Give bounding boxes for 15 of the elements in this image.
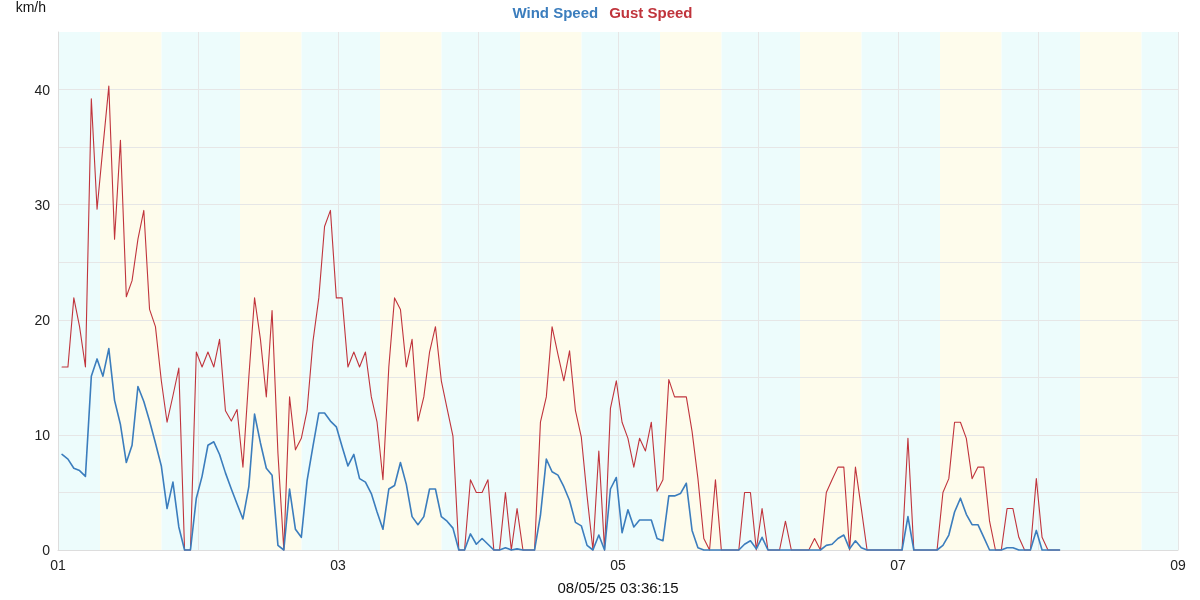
line-series [61, 347, 1061, 551]
y-tick-label: 20 [34, 311, 51, 328]
text: Gust Speed [609, 4, 693, 21]
y-tick-label: 30 [34, 196, 51, 213]
y-axis-title: km/h [15, 0, 46, 15]
x-tick-label: 07 [890, 557, 906, 573]
y-tick-label: 40 [34, 81, 51, 98]
x-tick-label: 09 [1170, 557, 1186, 573]
x-tick-label: 05 [610, 557, 626, 573]
x-tick-label: 03 [330, 557, 346, 573]
x-tick-label: 01 [50, 557, 66, 573]
y-tick-label: 10 [34, 426, 51, 443]
y-tick-label: 0 [42, 542, 51, 558]
text: Wind Speed [512, 4, 599, 21]
x-axis-title: 08/05/25 03:36:15 [557, 579, 679, 596]
